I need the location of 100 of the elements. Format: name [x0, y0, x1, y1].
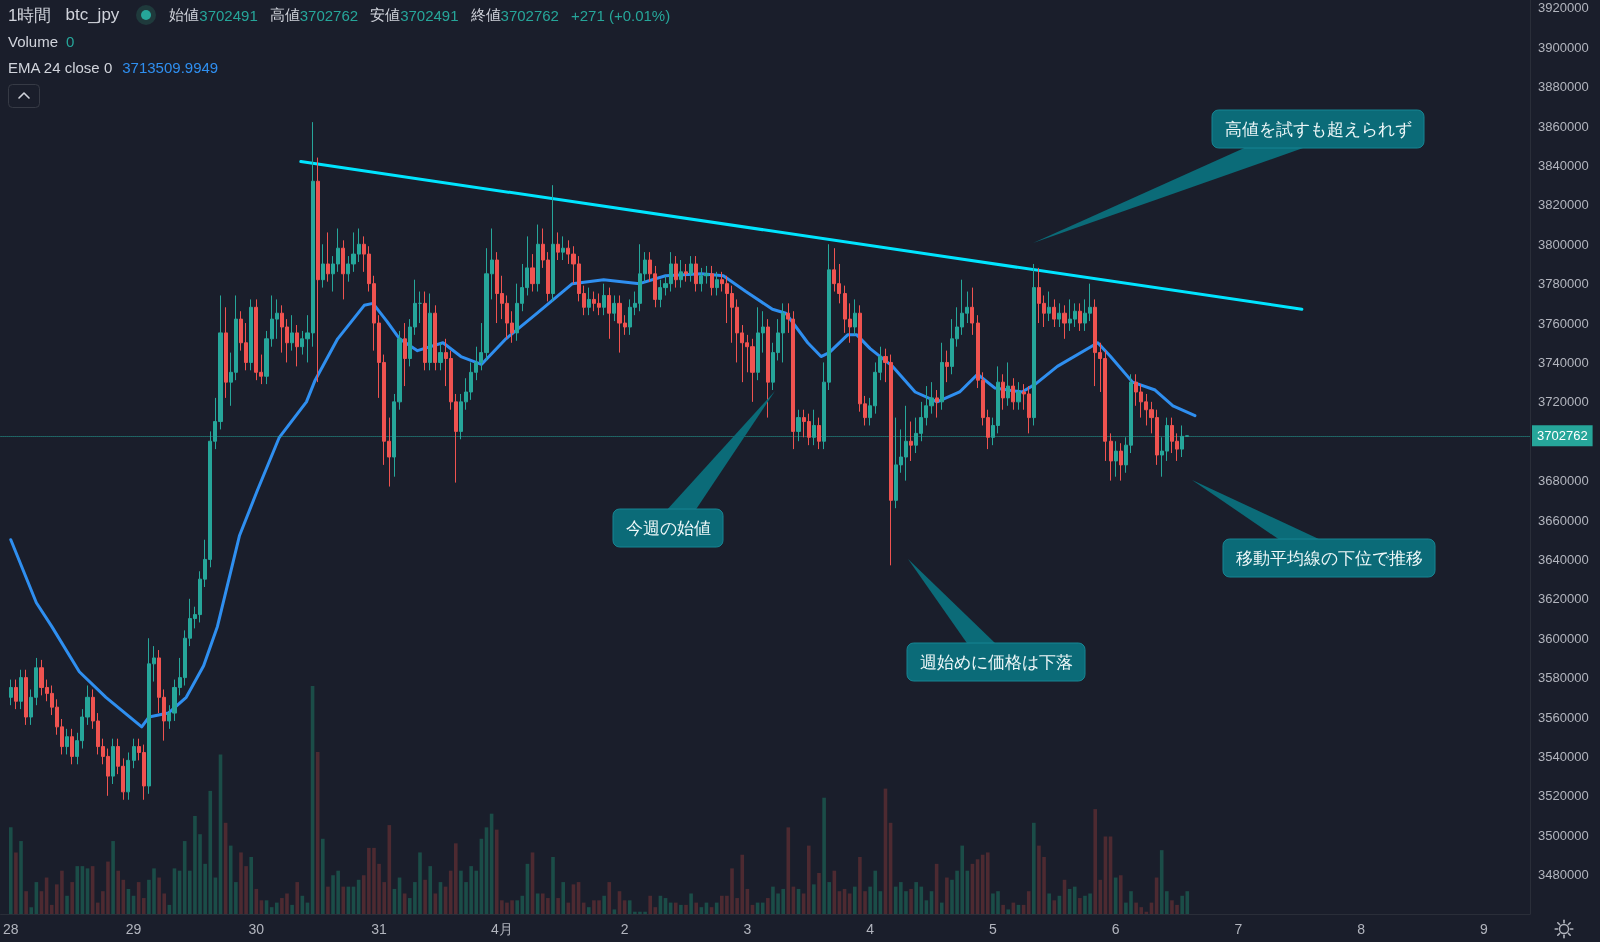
bar [8, 827, 13, 914]
annotation: 始値 [169, 5, 200, 25]
bar [612, 909, 617, 914]
bar [852, 886, 857, 914]
annotation: 終値 [470, 5, 501, 25]
candlestick [715, 271, 719, 296]
bar [551, 857, 555, 914]
candlestick [9, 679, 13, 706]
bar [141, 898, 146, 914]
chart-title: Volume [8, 32, 59, 50]
bar [684, 904, 688, 914]
y-tick-label: 3780000 [1538, 276, 1589, 292]
x-tick-label: 6 [1111, 921, 1120, 937]
x-tick-label: 4 [866, 921, 875, 937]
y-tick-label: 3580000 [1538, 670, 1589, 686]
candlestick [945, 350, 949, 383]
candlestick [321, 243, 325, 289]
candlestick [1078, 302, 1082, 332]
candlestick [536, 224, 540, 293]
annotation: EMA 24 close 0 [8, 58, 113, 76]
candlestick [1062, 304, 1067, 340]
bar [812, 884, 816, 914]
x-tick-label: 7 [1234, 921, 1243, 937]
y-tick-label: 3640000 [1538, 551, 1589, 567]
bar [1001, 904, 1005, 914]
x-tick-label: 5 [989, 921, 998, 937]
bar [341, 886, 346, 914]
bar [817, 872, 821, 914]
y-tick-label: 3660000 [1538, 512, 1589, 528]
candlestick [602, 283, 606, 316]
bar [1006, 909, 1011, 914]
bar [1093, 809, 1098, 914]
bar [75, 866, 80, 914]
candlestick [1119, 442, 1123, 482]
bar [673, 902, 678, 914]
x-tick-label: 29 [125, 921, 142, 937]
candlestick [290, 314, 294, 352]
bar [679, 904, 683, 914]
bar [29, 907, 34, 914]
candlestick [249, 298, 253, 371]
bar [648, 895, 652, 914]
candlestick [587, 287, 591, 316]
bar [454, 843, 458, 914]
candlestick [132, 738, 136, 769]
bar [760, 902, 765, 914]
annotation: 高値 [269, 5, 300, 25]
bar [24, 891, 28, 914]
y-tick-label: 3540000 [1538, 748, 1589, 764]
annotation: 3702762 [299, 6, 359, 24]
ref-line-label: 3702762 [1537, 428, 1588, 444]
candlestick [817, 417, 821, 450]
annotation: 週始めに価格は下落 [906, 642, 1086, 682]
y-tick-label: 3840000 [1538, 157, 1589, 173]
candlestick [428, 293, 432, 371]
candlestick [14, 679, 18, 710]
candlestick [295, 324, 299, 367]
y-tick-label: 3900000 [1538, 39, 1589, 55]
candlestick [674, 255, 678, 289]
candlestick [1032, 263, 1036, 426]
y-tick-label: 3880000 [1538, 79, 1589, 95]
bar [70, 882, 74, 914]
y-tick-label: 3480000 [1538, 867, 1589, 883]
y-tick-label: 3620000 [1538, 591, 1589, 607]
annotation: 3702491 [199, 6, 258, 24]
candlestick [694, 255, 698, 293]
candlestick [853, 298, 857, 336]
candlestick [607, 287, 611, 340]
bar [939, 902, 944, 914]
bar [116, 870, 121, 914]
y-tick-label: 3520000 [1538, 788, 1589, 804]
candlestick [111, 738, 115, 785]
candlestick [1114, 440, 1118, 478]
candlestick [1006, 361, 1010, 407]
candlestick [316, 157, 320, 383]
y-tick-label: 3560000 [1538, 709, 1589, 725]
bar [295, 882, 300, 914]
candlestick [403, 322, 407, 387]
candlestick [1016, 381, 1021, 411]
x-tick-label: 8 [1357, 921, 1366, 937]
x-tick-label: 3 [743, 921, 752, 937]
y-tick-label: 3740000 [1538, 354, 1589, 370]
candlestick [433, 304, 437, 371]
candlestick [940, 342, 944, 411]
candlestick [689, 255, 693, 283]
x-tick-label: 2 [620, 921, 629, 937]
y-tick-label: 3800000 [1538, 236, 1589, 252]
bar [321, 838, 325, 914]
candlestick [551, 184, 555, 302]
candlestick [224, 306, 228, 399]
annotation: btc_jpy [65, 5, 120, 25]
candlestick [19, 669, 23, 710]
candlestick [1052, 298, 1056, 328]
candlestick [530, 253, 535, 293]
y-tick-label: 3860000 [1538, 118, 1589, 134]
bar [607, 882, 612, 914]
x-tick-label: 9 [1480, 921, 1489, 937]
x-tick-label: 30 [248, 921, 265, 937]
candlestick [970, 287, 974, 336]
annotation: 今週の始値 [612, 508, 724, 548]
annotation: 安値 [370, 5, 401, 25]
